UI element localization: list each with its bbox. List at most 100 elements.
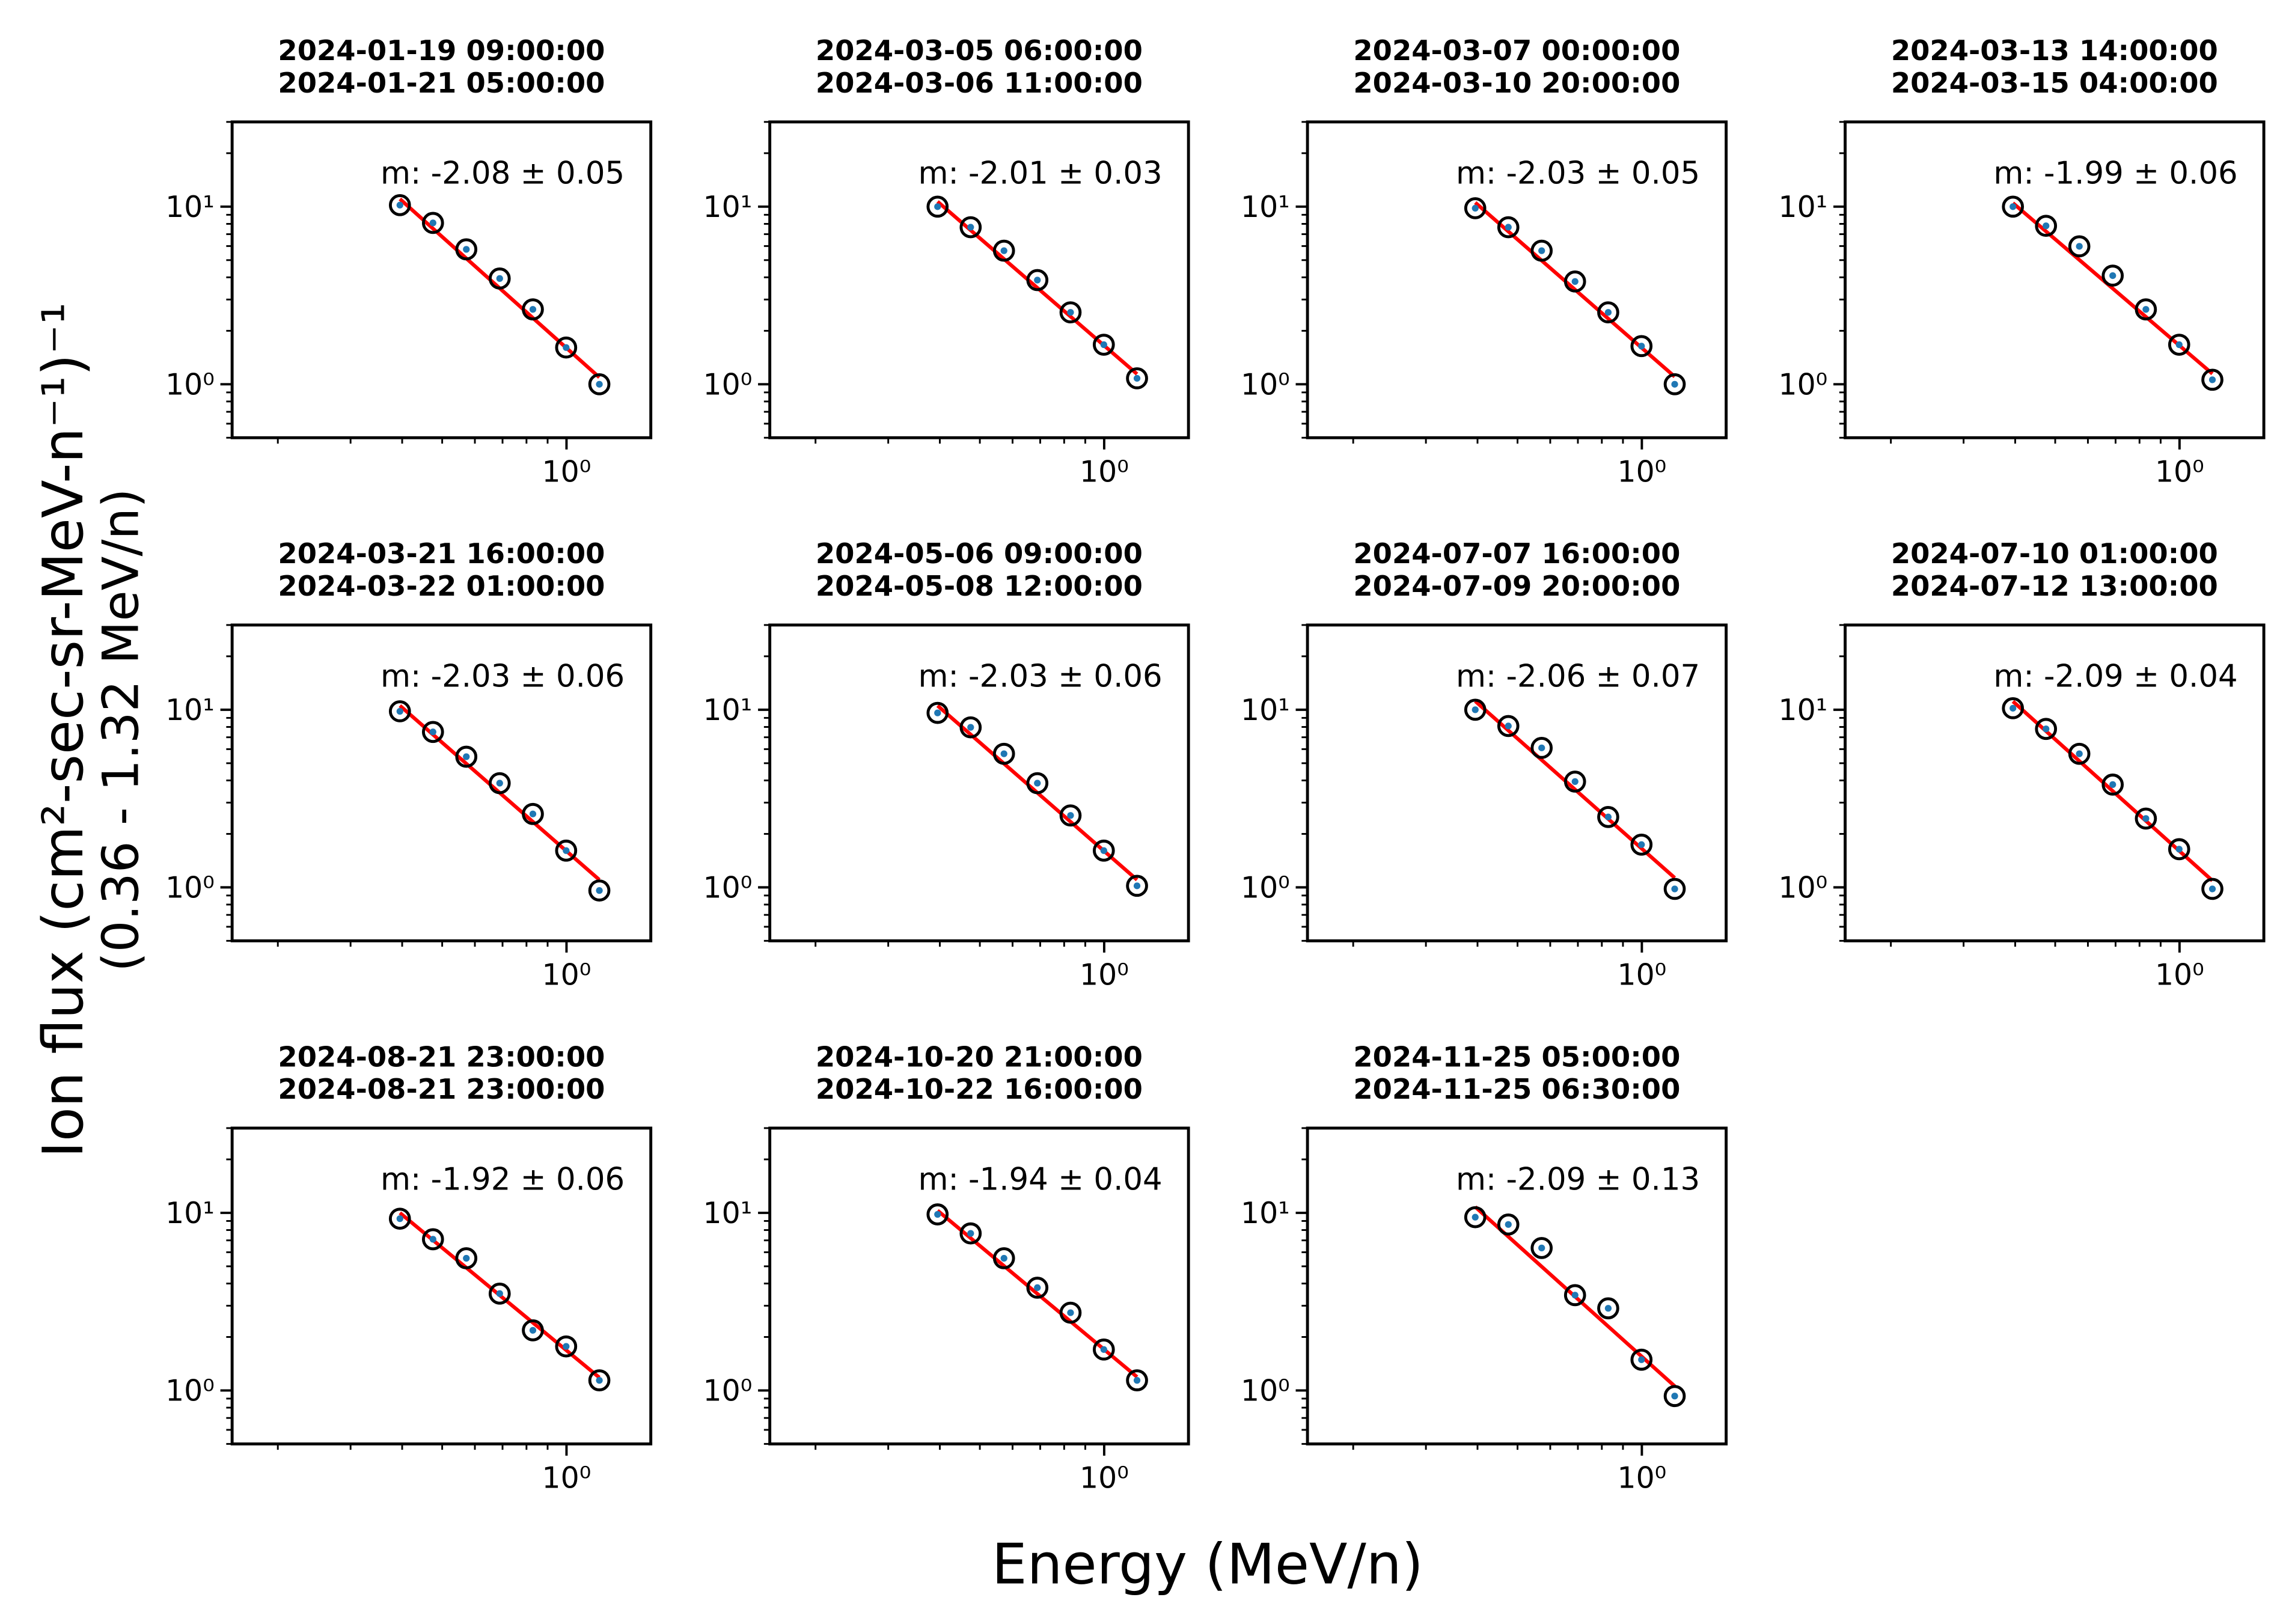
annotation: m: -1.92 ± 0.06 <box>381 1162 625 1198</box>
data-point <box>588 1369 611 1391</box>
data-point <box>388 700 411 722</box>
data-point-center <box>1067 812 1074 819</box>
data-point-center <box>463 246 470 253</box>
data-point-center <box>2043 725 2050 733</box>
data-point <box>522 802 544 825</box>
y-tick-label: 10⁰ <box>703 1374 753 1408</box>
data-point-center <box>934 1210 941 1218</box>
data-point <box>1092 839 1115 862</box>
data-point <box>388 194 411 216</box>
data-point-center <box>596 887 603 894</box>
data-point <box>1630 1348 1653 1371</box>
data-point <box>555 1335 578 1358</box>
y-tick-label: 10⁰ <box>165 367 215 401</box>
data-point-center <box>1034 1284 1041 1292</box>
data-point-center <box>496 780 503 787</box>
data-point <box>1026 772 1049 795</box>
data-point <box>1597 805 1619 828</box>
data-point-center <box>429 219 436 227</box>
data-point-center <box>934 709 941 716</box>
data-point-center <box>463 753 470 760</box>
data-point-center <box>967 1230 974 1237</box>
data-point <box>959 1222 982 1245</box>
data-point-center <box>563 847 570 854</box>
data-point <box>1663 1385 1686 1408</box>
data-point-center <box>463 1254 470 1262</box>
data-point-center <box>563 1343 570 1350</box>
annotation: m: -2.03 ± 0.06 <box>381 659 625 695</box>
data-point <box>1563 1284 1586 1307</box>
x-tick-label: 10⁰ <box>1080 1461 1129 1495</box>
data-point-center <box>1538 1244 1545 1252</box>
data-point-center <box>934 203 941 210</box>
data-point-center <box>2208 885 2216 893</box>
y-tick-label: 10¹ <box>165 1196 215 1230</box>
data-point-center <box>2010 704 2017 712</box>
axes-frame <box>768 623 1190 942</box>
subplot-title: 2024-01-19 09:00:00 <box>278 34 605 67</box>
subplot-title: 2024-03-10 20:00:00 <box>1353 67 1680 99</box>
data-point <box>1026 1277 1049 1299</box>
subplot-title: 2024-03-07 00:00:00 <box>1353 34 1680 67</box>
data-point-center <box>1067 1309 1074 1316</box>
data-point-center <box>2076 750 2083 757</box>
data-point <box>1630 833 1653 856</box>
y-tick-label: 10⁰ <box>703 870 753 905</box>
data-point <box>1530 1237 1553 1259</box>
data-point-center <box>396 707 403 715</box>
data-point-center <box>596 1376 603 1384</box>
data-point-center <box>1671 1393 1678 1400</box>
data-point-center <box>1067 309 1074 316</box>
data-point <box>1126 875 1148 897</box>
subplot-title: 2024-07-09 20:00:00 <box>1353 570 1680 602</box>
data-point-center <box>1638 1356 1645 1363</box>
data-point <box>2035 718 2058 740</box>
data-point <box>2002 195 2025 218</box>
data-point <box>1497 715 1520 737</box>
data-point-center <box>2208 376 2216 383</box>
data-point-center <box>496 275 503 282</box>
data-point <box>959 216 982 239</box>
data-point-center <box>1000 247 1007 254</box>
data-point-center <box>429 728 436 736</box>
data-point-center <box>1472 1213 1479 1221</box>
data-point <box>1663 878 1686 900</box>
data-point <box>555 336 578 359</box>
x-tick-label: 10⁰ <box>1080 455 1129 489</box>
data-point <box>1464 197 1487 219</box>
data-point <box>421 721 444 743</box>
data-point <box>1126 367 1148 389</box>
data-point <box>926 195 949 218</box>
data-point <box>1026 269 1049 292</box>
subplot-title: 2024-07-07 16:00:00 <box>1353 537 1680 570</box>
y-tick-label: 10¹ <box>1241 1196 1290 1230</box>
data-point-center <box>1571 278 1579 285</box>
data-point <box>2068 235 2091 258</box>
data-point-center <box>1133 882 1141 890</box>
data-point <box>992 1247 1015 1269</box>
data-point-center <box>1604 309 1612 316</box>
axes-frame <box>1844 120 2266 439</box>
x-tick-label: 10⁰ <box>542 455 591 489</box>
data-point <box>1464 1206 1487 1229</box>
data-point <box>488 267 511 290</box>
data-point-center <box>2142 306 2150 313</box>
data-point-center <box>2142 815 2150 822</box>
subplot-title: 2024-08-21 23:00:00 <box>278 1073 605 1105</box>
y-tick-label: 10¹ <box>1241 190 1290 224</box>
data-point-center <box>1472 204 1479 212</box>
data-point-center <box>1505 224 1512 231</box>
x-tick-label: 10⁰ <box>542 958 591 992</box>
data-point <box>1597 1297 1619 1320</box>
data-point <box>488 1282 511 1305</box>
data-point-center <box>1000 1254 1007 1262</box>
data-point-center <box>1000 750 1007 757</box>
annotation: m: -2.01 ± 0.03 <box>918 155 1162 191</box>
data-point-center <box>563 344 570 351</box>
